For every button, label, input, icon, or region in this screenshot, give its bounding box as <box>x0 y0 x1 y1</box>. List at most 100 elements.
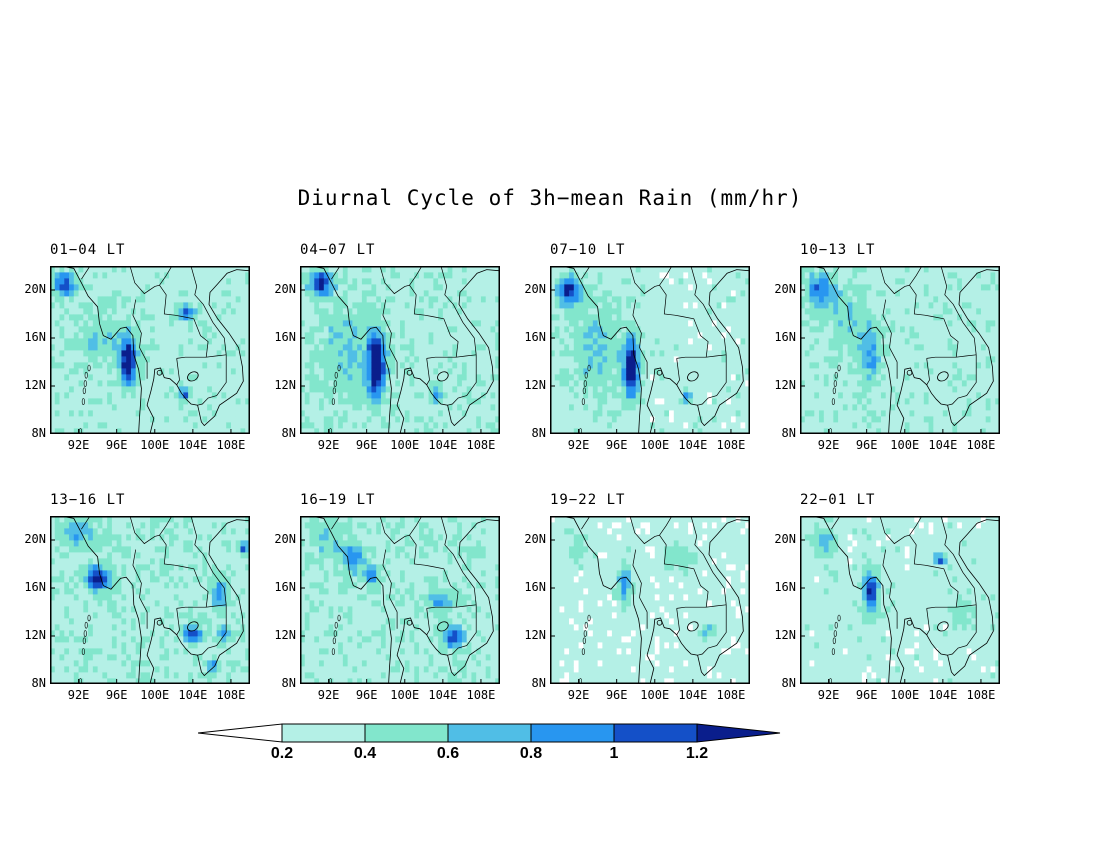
lat-tick-label: 16N <box>24 580 46 594</box>
lat-tick-label: 8N <box>781 426 796 440</box>
coastline <box>59 516 250 684</box>
island-outline <box>81 648 85 655</box>
island-outline <box>833 380 837 387</box>
island-outline <box>828 678 832 684</box>
map-panel: 04−07 LT 20N 16N 12N 8N 92E 96E 100E 104E 108E <box>274 242 500 452</box>
island-outline <box>581 648 585 655</box>
lake-outline <box>656 620 663 626</box>
island-outline <box>84 621 88 629</box>
island-outline <box>828 428 832 434</box>
lat-tick-label: 20N <box>524 532 546 546</box>
lon-tick-label: 100E <box>640 438 670 452</box>
rain-field <box>50 516 250 684</box>
country-border <box>676 608 680 635</box>
country-border <box>379 516 423 545</box>
country-border <box>440 266 477 355</box>
country-border <box>632 299 648 379</box>
rain-map <box>300 516 500 684</box>
country-border <box>879 266 923 295</box>
lon-tick-label: 104E <box>678 438 708 452</box>
country-border <box>690 516 727 605</box>
map-frame <box>300 266 500 434</box>
lon-tick-label: 92E <box>817 438 840 452</box>
map-frame <box>550 516 750 684</box>
panel-time-label: 16−19 LT <box>300 492 376 508</box>
lake-outline <box>437 621 449 632</box>
country-border <box>676 354 727 359</box>
lat-tick-label: 12N <box>774 628 796 642</box>
country-border <box>176 608 180 635</box>
colorbar-label-0-6: 0.6 <box>436 745 460 762</box>
rain-field <box>550 266 750 434</box>
lon-tick-label: 92E <box>317 688 340 702</box>
country-border <box>159 534 209 608</box>
lon-tick-label: 92E <box>67 438 90 452</box>
island-outline <box>831 398 835 405</box>
island-outline <box>587 364 591 372</box>
map-panel: 19−22 LT 20N 16N 12N 8N 92E 96E 100E 104E 108E <box>524 492 750 702</box>
island-outline <box>82 637 86 645</box>
map-panel: 16−19 LT 20N 16N 12N 8N 92E 96E 100E 104E 108E <box>274 492 500 702</box>
country-border <box>676 604 727 609</box>
panel-time-label: 04−07 LT <box>300 242 376 258</box>
colorbar-high-triangle <box>696 723 781 743</box>
lon-tick-label: 100E <box>890 688 920 702</box>
island-outline <box>333 630 337 637</box>
lat-tick-label: 12N <box>274 378 296 392</box>
lat-tick-label: 8N <box>531 676 546 690</box>
country-border <box>331 516 341 530</box>
lat-tick-label: 20N <box>274 282 296 296</box>
lake-outline <box>406 370 413 376</box>
country-border <box>331 266 341 280</box>
country-border <box>581 266 591 280</box>
country-border <box>447 354 477 406</box>
lat-tick-label: 16N <box>274 580 296 594</box>
lat-tick-label: 8N <box>281 426 296 440</box>
island-outline <box>578 678 582 684</box>
island-outline <box>78 678 82 684</box>
lat-tick-label: 8N <box>31 676 46 690</box>
panel-time-label: 01−04 LT <box>50 242 126 258</box>
country-border <box>879 516 923 545</box>
colorbar-label-0-8: 0.8 <box>519 745 543 762</box>
lon-tick-label: 108E <box>966 688 996 702</box>
rain-field <box>800 516 1000 684</box>
country-border <box>947 354 977 406</box>
rain-map <box>550 266 750 434</box>
coastline <box>559 266 750 434</box>
rain-field <box>550 516 750 684</box>
island-outline <box>334 371 338 379</box>
country-border <box>129 266 173 295</box>
rain-map <box>550 516 750 684</box>
country-border <box>909 534 959 608</box>
map-panel: 10−13 LT 20N 16N 12N 8N 92E 96E 100E 104E 108E <box>774 242 1000 452</box>
colorbar-segment-3 <box>447 723 532 743</box>
colorbar-label-1: 1 <box>609 745 619 762</box>
panel-time-label: 07−10 LT <box>550 242 626 258</box>
coastline <box>309 266 500 434</box>
country-border <box>382 549 398 629</box>
lon-tick-label: 104E <box>678 688 708 702</box>
country-border <box>129 516 173 545</box>
island-outline <box>82 387 86 395</box>
lon-tick-label: 96E <box>605 438 628 452</box>
country-border <box>409 534 459 608</box>
panel-time-label: 13−16 LT <box>50 492 126 508</box>
coastline <box>809 516 1000 684</box>
country-border <box>882 549 898 629</box>
lake-outline <box>906 620 913 626</box>
map-frame <box>800 266 1000 434</box>
country-border <box>426 354 477 359</box>
rain-map <box>800 516 1000 684</box>
lon-tick-label: 108E <box>216 438 246 452</box>
figure-title: Diurnal Cycle of 3h−mean Rain (mm/hr) <box>297 186 803 210</box>
island-outline <box>581 398 585 405</box>
island-outline <box>328 428 332 434</box>
island-outline <box>337 614 341 622</box>
country-border <box>426 604 477 609</box>
island-outline <box>87 364 91 372</box>
lat-tick-label: 8N <box>281 676 296 690</box>
island-outline <box>78 428 82 434</box>
lon-tick-label: 96E <box>105 688 128 702</box>
lake-outline <box>437 371 449 382</box>
